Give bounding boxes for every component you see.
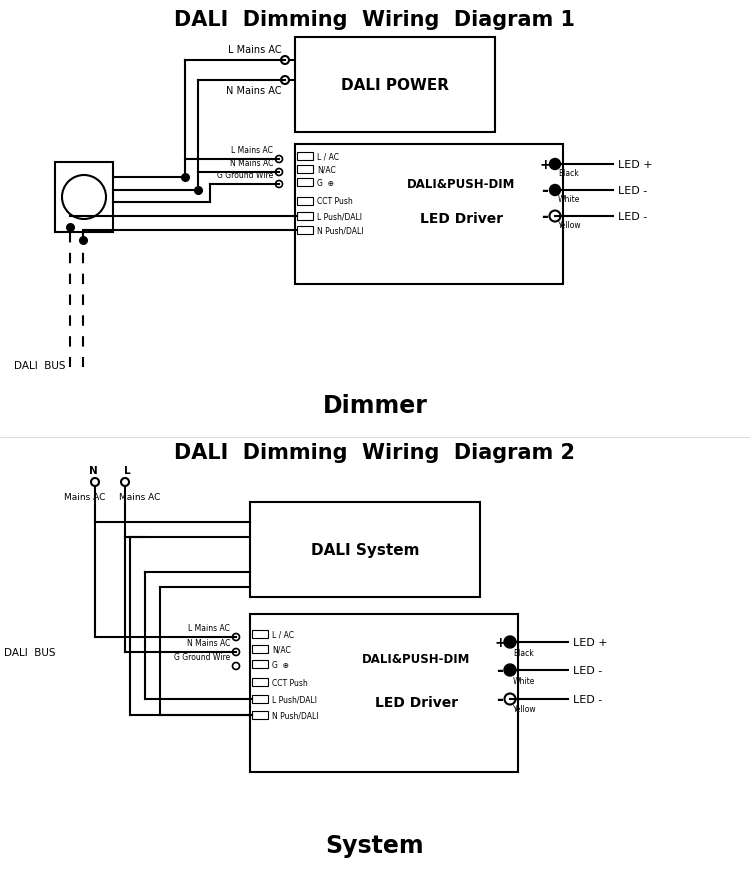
Text: G  ⊕: G ⊕ <box>272 660 289 669</box>
Text: L / AC: L / AC <box>317 153 339 161</box>
Circle shape <box>62 175 106 220</box>
Bar <box>252 631 268 638</box>
Bar <box>250 614 518 772</box>
Text: Mains AC: Mains AC <box>64 493 106 502</box>
Bar <box>252 695 268 703</box>
Text: White: White <box>558 196 580 204</box>
Text: -: - <box>496 690 503 709</box>
Text: Yellow: Yellow <box>513 705 536 714</box>
Text: Mains AC: Mains AC <box>119 493 160 502</box>
Text: L Mains AC: L Mains AC <box>228 45 282 55</box>
Text: System: System <box>326 833 424 857</box>
Text: N: N <box>88 466 98 475</box>
Bar <box>297 213 313 221</box>
Text: G Ground Wire: G Ground Wire <box>174 652 230 661</box>
Text: N/AC: N/AC <box>317 165 336 175</box>
Text: -: - <box>542 182 548 200</box>
Text: L / AC: L / AC <box>272 630 294 638</box>
Text: DALI  BUS: DALI BUS <box>13 360 65 371</box>
Bar <box>295 145 563 285</box>
Bar <box>297 179 313 187</box>
Circle shape <box>505 694 515 705</box>
Bar <box>250 503 480 597</box>
Text: LED Driver: LED Driver <box>374 695 458 709</box>
Text: Yellow: Yellow <box>558 221 581 231</box>
Text: Black: Black <box>513 648 534 657</box>
Text: LED -: LED - <box>573 695 602 704</box>
Text: LED Driver: LED Driver <box>419 212 503 226</box>
Text: CCT Push: CCT Push <box>317 197 352 206</box>
Text: N Mains AC: N Mains AC <box>187 638 230 647</box>
Circle shape <box>550 211 560 222</box>
Text: L: L <box>124 466 130 475</box>
Bar <box>252 678 268 686</box>
Text: N Push/DALI: N Push/DALI <box>317 226 364 235</box>
Text: -: - <box>496 661 503 679</box>
Text: Dimmer: Dimmer <box>322 394 428 417</box>
Text: DALI&PUSH-DIM: DALI&PUSH-DIM <box>362 652 470 665</box>
Text: White: White <box>513 676 535 685</box>
Text: +: + <box>539 158 550 172</box>
Circle shape <box>550 160 560 170</box>
Text: DALI&PUSH-DIM: DALI&PUSH-DIM <box>407 177 515 190</box>
Text: L Mains AC: L Mains AC <box>188 624 230 632</box>
Bar <box>55 163 113 232</box>
Text: Black: Black <box>558 169 579 178</box>
Bar <box>295 38 495 132</box>
Text: LED +: LED + <box>573 638 608 647</box>
Bar <box>297 153 313 160</box>
Text: N Mains AC: N Mains AC <box>226 86 282 96</box>
Text: DALI  BUS: DALI BUS <box>4 647 55 657</box>
Text: LED -: LED - <box>618 186 647 196</box>
Text: LED +: LED + <box>618 160 652 170</box>
Bar <box>297 198 313 206</box>
Text: LED -: LED - <box>618 211 647 222</box>
Bar <box>252 660 268 668</box>
Text: LED -: LED - <box>573 666 602 675</box>
Circle shape <box>550 185 560 196</box>
Text: DALI System: DALI System <box>310 542 419 558</box>
Bar <box>297 227 313 235</box>
Bar <box>297 166 313 174</box>
Circle shape <box>504 637 516 648</box>
Text: CCT Push: CCT Push <box>272 678 308 687</box>
Text: DALI POWER: DALI POWER <box>341 78 449 93</box>
Text: DALI  Dimming  Wiring  Diagram 2: DALI Dimming Wiring Diagram 2 <box>175 443 575 462</box>
Text: L Push/DALI: L Push/DALI <box>317 212 362 221</box>
Text: N Push/DALI: N Push/DALI <box>272 710 319 720</box>
Bar <box>252 711 268 719</box>
Text: L Push/DALI: L Push/DALI <box>272 695 317 703</box>
Text: +: + <box>494 635 506 649</box>
Text: N/AC: N/AC <box>272 645 291 653</box>
Text: G Ground Wire: G Ground Wire <box>217 171 273 180</box>
Bar <box>252 645 268 653</box>
Text: DALI  Dimming  Wiring  Diagram 1: DALI Dimming Wiring Diagram 1 <box>175 10 575 30</box>
Text: G  ⊕: G ⊕ <box>317 178 334 188</box>
Circle shape <box>504 664 516 676</box>
Text: L Mains AC: L Mains AC <box>231 146 273 155</box>
Text: N Mains AC: N Mains AC <box>230 159 273 168</box>
Text: -: - <box>542 208 548 225</box>
